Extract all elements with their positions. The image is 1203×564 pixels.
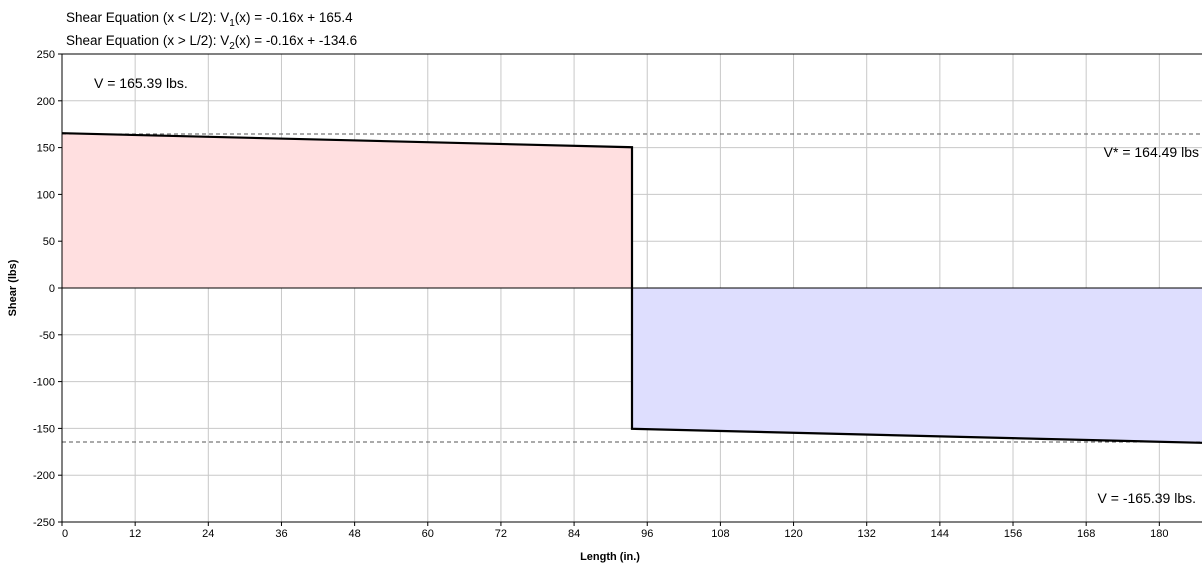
x-tick-label: 96 <box>641 528 653 540</box>
shear-equation-1: Shear Equation (x < L/2): V1(x) = -0.16x… <box>66 10 353 29</box>
y-tick-label: 50 <box>43 236 55 248</box>
x-tick-label: 180 <box>1150 528 1168 540</box>
x-tick-label: 72 <box>495 528 507 540</box>
y-axis-label: Shear (lbs) <box>7 259 19 316</box>
x-tick-label: 12 <box>129 528 141 540</box>
x-tick-label: 84 <box>568 528 580 540</box>
y-tick-label: 250 <box>37 49 55 61</box>
y-tick-label: 200 <box>37 96 55 108</box>
y-tick-label: -100 <box>33 377 55 389</box>
shear-areas <box>62 133 1202 443</box>
y-tick-label: -150 <box>33 423 55 435</box>
v-star-label: V* = 164.49 lbs <box>1104 144 1199 160</box>
y-tick-label: 100 <box>37 189 55 201</box>
x-tick-label: 108 <box>711 528 729 540</box>
x-tick-label: 168 <box>1077 528 1095 540</box>
y-tick-label: 150 <box>37 143 55 155</box>
x-tick-label: 156 <box>1004 528 1022 540</box>
x-tick-label: 24 <box>202 528 214 540</box>
x-tick-label: 132 <box>858 528 876 540</box>
x-tick-label: 120 <box>784 528 802 540</box>
x-tick-label: 36 <box>275 528 287 540</box>
y-tick-label: -250 <box>33 517 55 529</box>
y-tick-label: -50 <box>39 330 55 342</box>
x-tick-label: 144 <box>931 528 949 540</box>
shear-series-line <box>61 132 1203 444</box>
axes <box>58 53 1202 526</box>
y-tick-label: -200 <box>33 470 55 482</box>
v-max-label: V = 165.39 lbs. <box>94 75 188 91</box>
v-min-label: V = -165.39 lbs. <box>1098 490 1196 506</box>
x-tick-label: 48 <box>348 528 360 540</box>
y-tick-label: 0 <box>49 283 55 295</box>
x-tick-label: 60 <box>422 528 434 540</box>
positive-shear-area <box>62 133 632 288</box>
x-tick-label: 0 <box>62 528 68 540</box>
negative-shear-area <box>632 288 1202 443</box>
shear-equation-2: Shear Equation (x > L/2): V2(x) = -0.16x… <box>66 33 357 52</box>
shear-line <box>61 132 1203 444</box>
x-axis-label: Length (in.) <box>580 551 640 563</box>
tick-labels: 0 12 24 36 48 60 72 84 96 108 120 132 144 156 168 180 25… <box>33 49 1169 540</box>
